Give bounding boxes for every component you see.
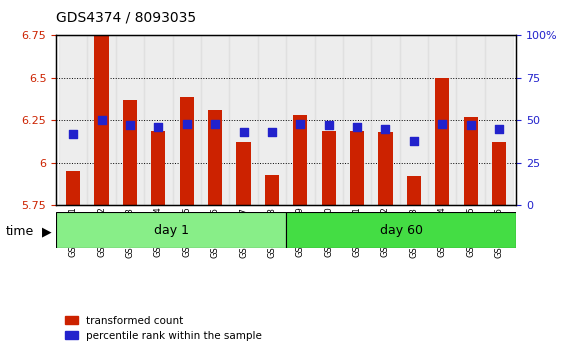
Bar	[229, 35, 257, 205]
Point	[353, 124, 362, 130]
Point	[268, 130, 277, 135]
Point	[466, 122, 475, 128]
Text: time: time	[6, 225, 34, 238]
Bar	[173, 35, 201, 205]
Bar	[201, 35, 229, 205]
Text: day 60: day 60	[380, 224, 422, 236]
Bar	[116, 35, 144, 205]
Bar	[257, 35, 286, 205]
FancyBboxPatch shape	[286, 212, 516, 248]
Point	[324, 122, 333, 128]
Bar	[265, 175, 279, 205]
Point	[210, 121, 219, 127]
Bar	[457, 35, 485, 205]
Bar	[94, 35, 109, 205]
Bar	[315, 35, 343, 205]
Bar	[123, 100, 137, 205]
Point	[126, 122, 135, 128]
Bar	[435, 78, 449, 205]
Bar	[286, 35, 315, 205]
Bar	[485, 35, 513, 205]
Point	[239, 130, 248, 135]
Bar	[463, 117, 478, 205]
Bar	[180, 97, 194, 205]
Point	[97, 118, 106, 123]
Bar	[321, 131, 336, 205]
Point	[495, 126, 504, 132]
Point	[381, 126, 390, 132]
Point	[154, 124, 163, 130]
Bar	[88, 35, 116, 205]
FancyBboxPatch shape	[56, 212, 286, 248]
Bar	[343, 35, 371, 205]
Bar	[236, 142, 251, 205]
Text: GDS4374 / 8093035: GDS4374 / 8093035	[56, 11, 196, 25]
Bar	[293, 115, 307, 205]
Legend: transformed count, percentile rank within the sample: transformed count, percentile rank withi…	[61, 312, 266, 345]
Point	[296, 121, 305, 127]
FancyArrowPatch shape	[59, 247, 512, 248]
Bar	[371, 35, 399, 205]
Text: day 1: day 1	[154, 224, 188, 236]
Bar	[151, 131, 165, 205]
Bar	[59, 35, 88, 205]
Bar	[350, 131, 364, 205]
Point	[410, 138, 419, 144]
Bar	[66, 171, 80, 205]
Bar	[379, 132, 393, 205]
Bar	[208, 110, 222, 205]
Point	[68, 131, 77, 137]
Bar	[144, 35, 173, 205]
Point	[182, 121, 191, 127]
Bar	[428, 35, 457, 205]
Text: ▶: ▶	[42, 225, 52, 238]
Bar	[407, 176, 421, 205]
Point	[438, 121, 447, 127]
Bar	[492, 142, 506, 205]
Bar	[399, 35, 428, 205]
